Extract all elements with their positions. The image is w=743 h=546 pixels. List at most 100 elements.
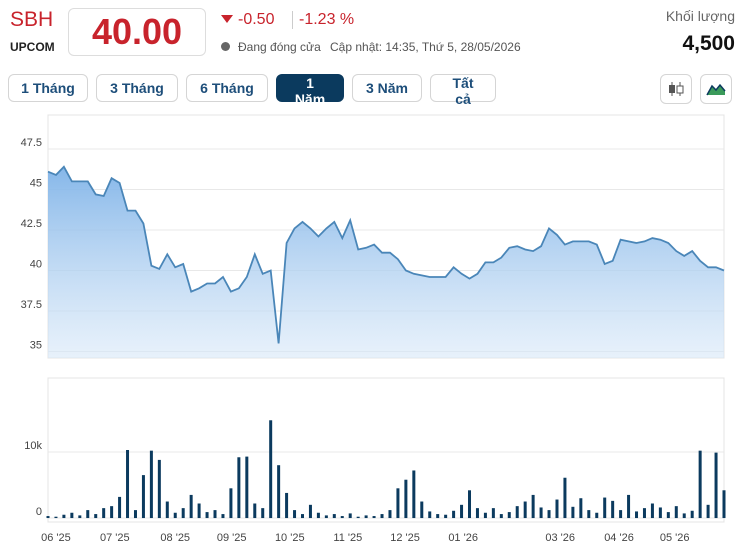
volume-bar — [181, 508, 185, 519]
volume-bar — [531, 494, 535, 519]
volume-bar — [165, 501, 169, 519]
volume-bar — [261, 508, 265, 519]
x-tick-label: 10 '25 — [275, 532, 305, 544]
volume-bar — [205, 512, 209, 519]
volume-bar — [404, 479, 408, 519]
volume-bar — [229, 488, 233, 519]
volume-bar — [253, 503, 257, 519]
volume-bar — [444, 514, 448, 519]
volume-bar — [340, 516, 344, 519]
y-tick-label: 37.5 — [21, 299, 42, 311]
volume-bar — [173, 512, 177, 519]
volume-bar — [388, 510, 392, 519]
range-button[interactable]: 6 Tháng — [186, 74, 268, 102]
area-fill — [48, 166, 724, 358]
volume-bar — [245, 456, 249, 519]
x-tick-label: 11 '25 — [333, 532, 362, 544]
volume-bar — [316, 512, 320, 519]
down-arrow — [221, 15, 233, 23]
x-tick-label: 05 '26 — [660, 532, 690, 544]
volume-bar — [428, 511, 432, 519]
volume-bar — [356, 516, 360, 519]
volume-bar — [523, 501, 527, 519]
volume-bar — [62, 514, 66, 519]
volume-bar — [658, 507, 662, 519]
y-tick-label: 10k — [24, 440, 42, 452]
x-tick-label: 12 '25 — [390, 532, 420, 544]
x-tick-label: 01 '26 — [448, 532, 478, 544]
area-icon[interactable] — [700, 74, 732, 104]
volume-bar — [515, 506, 519, 519]
range-button[interactable]: 1 Tháng — [8, 74, 88, 102]
x-tick-label: 06 '25 — [41, 532, 71, 544]
volume-bar — [603, 497, 607, 519]
volume-bar — [94, 514, 98, 519]
volume-bar — [149, 450, 153, 519]
volume-bar — [372, 516, 376, 519]
volume-bar — [126, 450, 130, 519]
volume-bar — [475, 508, 479, 519]
volume-bar — [46, 516, 50, 519]
exchange: UPCOM — [10, 40, 55, 54]
volume-bar — [539, 507, 543, 519]
volume-bar — [277, 465, 281, 519]
volume-bar — [642, 508, 646, 519]
volume-bar — [674, 506, 678, 519]
symbol: SBH — [10, 8, 54, 31]
volume-bar — [635, 511, 639, 519]
volume-bar — [595, 512, 599, 519]
volume-bar — [86, 510, 90, 519]
x-tick-label: 07 '25 — [100, 532, 130, 544]
volume-bar — [396, 488, 400, 519]
x-tick-label: 04 '26 — [604, 532, 634, 544]
volume-bar — [460, 504, 464, 519]
volume-bar — [483, 512, 487, 519]
range-button[interactable]: 3 Tháng — [96, 74, 178, 102]
change-pct: -1.23 % — [292, 11, 354, 29]
volume-bar — [70, 512, 74, 519]
volume-bar — [348, 513, 352, 519]
volume-bar — [133, 510, 137, 519]
candle-icon[interactable] — [660, 74, 692, 104]
volume-bar — [690, 510, 694, 519]
range-button[interactable]: Tất cả — [430, 74, 496, 107]
volume-bar — [579, 498, 583, 519]
icon — [706, 83, 726, 96]
volume-bar — [308, 504, 312, 519]
volume-bar — [714, 452, 718, 519]
volume-bar — [221, 514, 225, 519]
volume-bar — [118, 496, 122, 519]
volume-bar — [213, 510, 217, 519]
y-tick-label: 40 — [30, 258, 42, 270]
volume-bar — [293, 510, 297, 519]
volume-bar — [555, 499, 559, 519]
price-line — [47, 165, 725, 344]
x-tick-label: 09 '25 — [217, 532, 247, 544]
volume-bar — [300, 514, 304, 519]
volume-bar — [452, 510, 456, 519]
volume-bar — [110, 506, 114, 519]
volume-bar — [587, 510, 591, 519]
y-tick-label: 35 — [30, 339, 42, 351]
volume-bar — [650, 503, 654, 519]
volume-bar — [102, 508, 106, 519]
volume-bar — [380, 514, 384, 519]
volume-bar — [627, 494, 631, 519]
volume-bar — [507, 512, 511, 519]
volume-bar — [706, 504, 710, 519]
volume-bar — [197, 503, 201, 519]
range-button[interactable]: 3 Năm — [352, 74, 422, 102]
volume-bar — [54, 516, 58, 519]
volume-bar — [666, 512, 670, 519]
volume: 4,500 — [682, 32, 735, 55]
status-dot — [221, 42, 230, 51]
volume-bar — [436, 514, 440, 519]
volume-bar — [563, 477, 567, 519]
range-button[interactable]: 1 Năm — [276, 74, 344, 107]
volume-bar — [547, 510, 551, 519]
volume-bar — [571, 506, 575, 519]
volume-bar — [324, 515, 328, 519]
x-tick-label: 03 '26 — [545, 532, 575, 544]
